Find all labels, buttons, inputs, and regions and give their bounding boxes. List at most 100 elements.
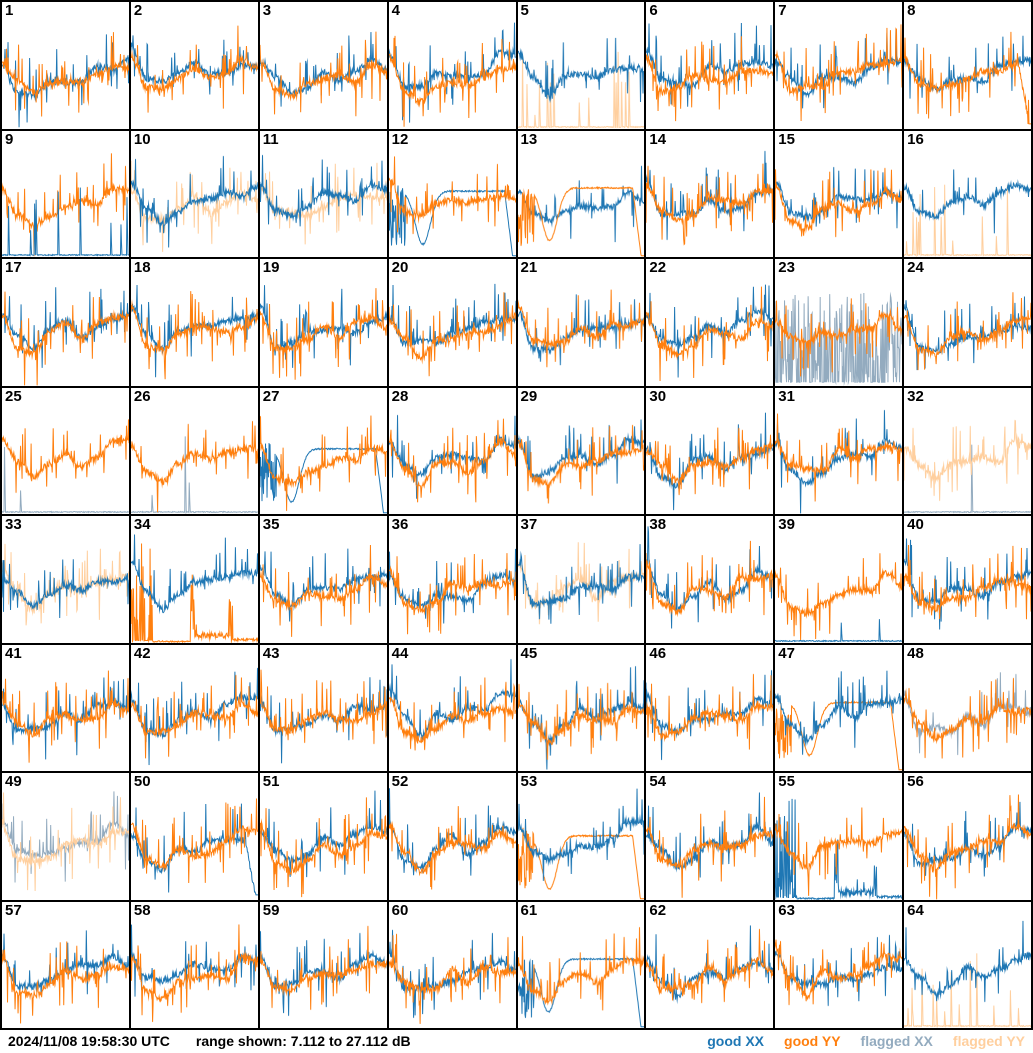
antenna-panel-63[interactable]: 63 [774, 900, 904, 1029]
spectrum-plot [259, 516, 387, 643]
antenna-panel-14[interactable]: 14 [645, 129, 775, 258]
antenna-panel-45[interactable]: 45 [516, 643, 646, 772]
antenna-panel-26[interactable]: 26 [129, 386, 259, 515]
antenna-panel-48[interactable]: 48 [903, 643, 1032, 772]
antenna-panel-39[interactable]: 39 [774, 515, 904, 644]
antenna-panel-35[interactable]: 35 [258, 515, 388, 644]
spectrum-plot [904, 2, 1031, 129]
antenna-panel-60[interactable]: 60 [387, 900, 517, 1029]
antenna-panel-49[interactable]: 49 [1, 772, 130, 901]
antenna-panel-31[interactable]: 31 [774, 386, 904, 515]
spectrum-plot [130, 387, 258, 514]
panel-number-label: 5 [520, 2, 529, 19]
antenna-panel-36[interactable]: 36 [387, 515, 517, 644]
antenna-panel-17[interactable]: 17 [1, 258, 130, 387]
antenna-panel-28[interactable]: 28 [387, 386, 517, 515]
antenna-panel-3[interactable]: 3 [258, 1, 388, 130]
antenna-panel-20[interactable]: 20 [387, 258, 517, 387]
panel-number-label: 60 [391, 901, 409, 919]
antenna-panel-41[interactable]: 41 [1, 643, 130, 772]
legend-good-yy: good YY [784, 1032, 841, 1049]
antenna-panel-54[interactable]: 54 [645, 772, 775, 901]
spectrum-plot [646, 644, 774, 771]
antenna-panel-1[interactable]: 1 [1, 1, 130, 130]
spectrum-plot [517, 516, 645, 643]
antenna-panel-6[interactable]: 6 [645, 1, 775, 130]
antenna-panel-16[interactable]: 16 [903, 129, 1032, 258]
panel-number-label: 48 [907, 644, 924, 662]
antenna-panel-29[interactable]: 29 [516, 386, 646, 515]
panel-number-label: 11 [262, 130, 279, 148]
spectrum-plot [517, 387, 645, 514]
antenna-panel-10[interactable]: 10 [129, 129, 259, 258]
panel-number-label: 3 [262, 2, 272, 19]
antenna-panel-46[interactable]: 46 [645, 643, 775, 772]
legend: good XX good YY flagged XX flagged YY [707, 1033, 1025, 1049]
antenna-panel-33[interactable]: 33 [1, 515, 130, 644]
panel-number-label: 13 [520, 130, 538, 148]
antenna-panel-21[interactable]: 21 [516, 258, 646, 387]
antenna-panel-55[interactable]: 55 [774, 772, 904, 901]
spectrum-plot [2, 644, 129, 771]
antenna-panel-47[interactable]: 47 [774, 643, 904, 772]
spectrum-plot [517, 901, 645, 1028]
antenna-panel-53[interactable]: 53 [516, 772, 646, 901]
antenna-panel-56[interactable]: 56 [903, 772, 1032, 901]
antenna-panel-23[interactable]: 23 [774, 258, 904, 387]
panel-number-label: 63 [778, 901, 795, 919]
antenna-panel-25[interactable]: 25 [1, 386, 130, 515]
spectrum-plot [388, 773, 516, 900]
antenna-panel-4[interactable]: 4 [387, 1, 517, 130]
panel-number-label: 55 [778, 773, 795, 790]
antenna-panel-19[interactable]: 19 [258, 258, 388, 387]
antenna-panel-43[interactable]: 43 [258, 643, 388, 772]
spectrum-plot [2, 2, 129, 129]
panel-number-label: 25 [5, 387, 22, 405]
antenna-panel-57[interactable]: 57 [1, 900, 130, 1029]
antenna-panel-42[interactable]: 42 [129, 643, 259, 772]
antenna-panel-15[interactable]: 15 [774, 129, 904, 258]
spectrum-plot [259, 2, 387, 129]
antenna-panel-13[interactable]: 13 [516, 129, 646, 258]
antenna-panel-34[interactable]: 34 [129, 515, 259, 644]
antenna-panel-32[interactable]: 32 [903, 386, 1032, 515]
antenna-panel-22[interactable]: 22 [645, 258, 775, 387]
antenna-panel-64[interactable]: 64 [903, 900, 1032, 1029]
antenna-panel-58[interactable]: 58 [129, 900, 259, 1029]
antenna-panel-18[interactable]: 18 [129, 258, 259, 387]
antenna-panel-38[interactable]: 38 [645, 515, 775, 644]
antenna-panel-59[interactable]: 59 [258, 900, 388, 1029]
spectrum-plot [259, 130, 387, 257]
panel-number-label: 57 [5, 901, 22, 919]
antenna-panel-44[interactable]: 44 [387, 643, 517, 772]
spectrum-plot [259, 901, 387, 1028]
antenna-panel-27[interactable]: 27 [258, 386, 388, 515]
antenna-panel-12[interactable]: 12 [387, 129, 517, 258]
antenna-panel-30[interactable]: 30 [645, 386, 775, 515]
spectrum-plot [775, 259, 903, 386]
panel-number-label: 15 [778, 130, 795, 148]
antenna-panel-8[interactable]: 8 [903, 1, 1032, 130]
antenna-panel-62[interactable]: 62 [645, 900, 775, 1029]
antenna-panel-50[interactable]: 50 [129, 772, 259, 901]
legend-good-xx: good XX [707, 1032, 765, 1049]
antenna-panel-40[interactable]: 40 [903, 515, 1032, 644]
panel-number-label: 30 [649, 387, 667, 405]
antenna-panel-24[interactable]: 24 [903, 258, 1032, 387]
antenna-panel-5[interactable]: 5 [516, 1, 646, 130]
panel-number-label: 10 [133, 130, 151, 148]
antenna-panel-51[interactable]: 51 [258, 772, 388, 901]
antenna-panel-2[interactable]: 2 [129, 1, 259, 130]
spectrum-plot [2, 387, 129, 514]
panel-number-label: 36 [391, 516, 409, 533]
antenna-panel-11[interactable]: 11 [258, 129, 388, 258]
antenna-panel-37[interactable]: 37 [516, 515, 646, 644]
antenna-panel-7[interactable]: 7 [774, 1, 904, 130]
panel-number-label: 42 [133, 644, 151, 662]
spectrum-plot [2, 516, 129, 643]
antenna-panel-9[interactable]: 9 [1, 129, 130, 258]
spectrum-plot [259, 773, 387, 900]
antenna-panel-52[interactable]: 52 [387, 772, 517, 901]
antenna-panel-61[interactable]: 61 [516, 900, 646, 1029]
spectrum-plot [259, 259, 387, 386]
